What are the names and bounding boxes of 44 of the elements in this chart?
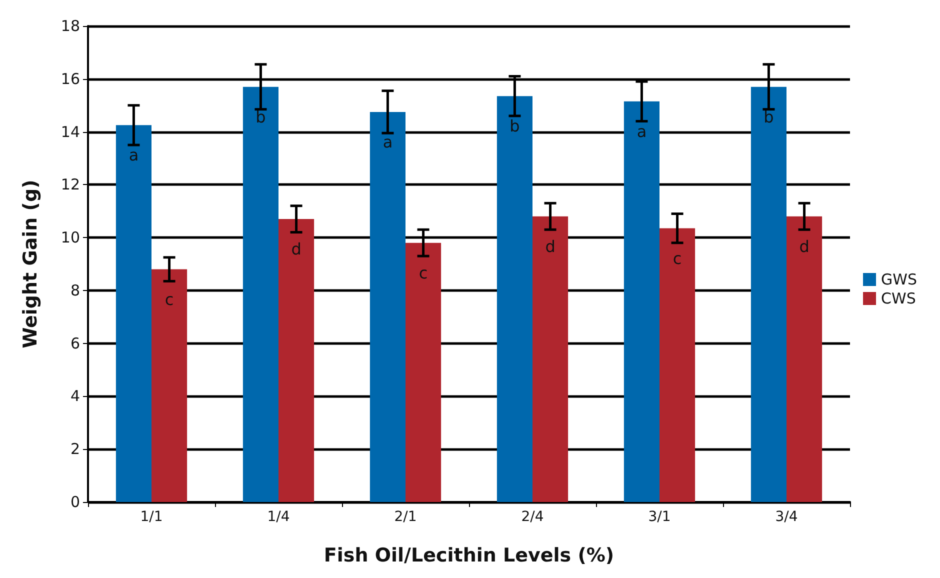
data-label: b [256, 107, 266, 126]
data-label: d [799, 236, 810, 256]
y-tick-label: 6 [70, 334, 80, 352]
bar [496, 96, 532, 502]
y-tick-label: 10 [60, 228, 80, 247]
data-label: b [510, 116, 520, 136]
x-tick-label: 1/4 [267, 509, 290, 525]
x-tick-label: 3/4 [775, 509, 798, 525]
data-label: c [418, 263, 428, 282]
data-label: a [128, 146, 139, 165]
bar [786, 216, 822, 502]
data-label: c [164, 290, 174, 309]
x-axis-title: Fish Oil/Lecithin Levels (%) [324, 544, 614, 566]
bar [624, 101, 660, 502]
y-tick-label: 2 [70, 440, 80, 458]
bar [116, 125, 152, 502]
y-tick-label: 4 [70, 387, 80, 406]
data-label: b [764, 107, 774, 126]
x-tick-label: 2/4 [521, 509, 544, 525]
bar [278, 219, 314, 502]
data-label: d [545, 236, 556, 256]
legend-label: GWS [881, 270, 918, 288]
bar [242, 86, 278, 502]
y-axis-title: Weight Gain (g) [20, 180, 42, 348]
data-label: d [291, 240, 302, 259]
x-tick-label: 1/1 [140, 509, 163, 525]
y-tick-label: 8 [70, 281, 80, 300]
legend-label: CWS [881, 290, 916, 308]
y-tick-label: 16 [60, 70, 80, 88]
data-label: c [672, 248, 682, 268]
bar [406, 242, 442, 502]
y-tick-label: 0 [70, 493, 80, 511]
bar [660, 228, 696, 502]
data-label: a [382, 132, 393, 152]
y-tick-label: 14 [60, 122, 80, 141]
data-label: a [636, 122, 647, 141]
y-tick-label: 18 [60, 17, 80, 35]
x-tick-label: 2/1 [394, 509, 417, 525]
bar [370, 112, 406, 502]
bar [152, 269, 188, 502]
bar [532, 216, 568, 502]
bar [750, 86, 786, 502]
y-tick-label: 12 [60, 176, 80, 194]
x-tick-label: 3/1 [648, 509, 671, 525]
